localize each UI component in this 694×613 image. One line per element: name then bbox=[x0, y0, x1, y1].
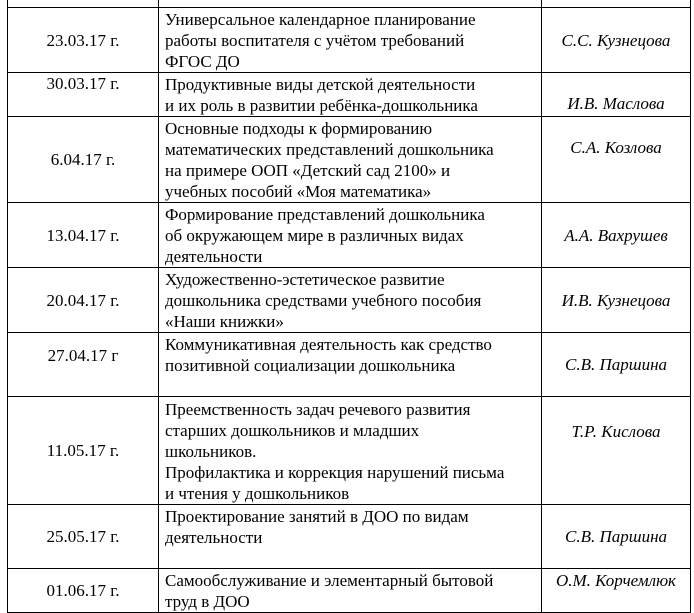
topic-cell: Проектирование занятий в ДОО по видам де… bbox=[158, 504, 542, 569]
author-cell: О.М. Корчемлюк bbox=[541, 568, 691, 613]
date-cell: 11.05.17 г. bbox=[7, 396, 159, 505]
table-row: 13.04.17 г. Формирование представлений д… bbox=[7, 202, 691, 268]
author-cell bbox=[541, 0, 691, 8]
table-row: 6.04.17 г. Основные подходы к формирован… bbox=[7, 116, 691, 203]
topic-cell: Универсальное календарное планирование р… bbox=[158, 7, 542, 73]
schedule-table: 23.03.17 г. Универсальное календарное пл… bbox=[7, 0, 691, 613]
topic-cell: Самообслуживание и элементарный бытовой … bbox=[158, 568, 542, 613]
date-cell: 30.03.17 г. bbox=[7, 72, 159, 117]
date-cell: 13.04.17 г. bbox=[7, 202, 159, 268]
table-row: 11.05.17 г. Преемственность задач речево… bbox=[7, 396, 691, 505]
date-cell: 27.04.17 г bbox=[7, 332, 159, 397]
topic-cell: Продуктивные виды детской деятельности и… bbox=[158, 72, 542, 117]
author-cell: С.А. Козлова bbox=[541, 116, 691, 203]
author-cell: С.В. Паршина bbox=[541, 504, 691, 569]
author-cell: С.В. Паршина bbox=[541, 332, 691, 397]
table-row-partial bbox=[7, 0, 691, 8]
topic-cell bbox=[158, 0, 542, 8]
table-row: 01.06.17 г. Самообслуживание и элементар… bbox=[7, 568, 691, 613]
topic-cell: Художественно-эстетическое развитие дошк… bbox=[158, 267, 542, 333]
table-row: 20.04.17 г. Художественно-эстетическое р… bbox=[7, 267, 691, 333]
date-cell: 23.03.17 г. bbox=[7, 7, 159, 73]
table-row: 25.05.17 г. Проектирование занятий в ДОО… bbox=[7, 504, 691, 569]
date-cell: 20.04.17 г. bbox=[7, 267, 159, 333]
author-cell: А.А. Вахрушев bbox=[541, 202, 691, 268]
date-cell bbox=[7, 0, 159, 8]
topic-cell: Коммуникативная деятельность как средств… bbox=[158, 332, 542, 397]
table-row: 27.04.17 г Коммуникативная деятельность … bbox=[7, 332, 691, 397]
topic-cell: Преемственность задач речевого развития … bbox=[158, 396, 542, 505]
date-cell: 25.05.17 г. bbox=[7, 504, 159, 569]
date-cell: 6.04.17 г. bbox=[7, 116, 159, 203]
author-cell: Т.Р. Кислова bbox=[541, 396, 691, 505]
topic-cell: Формирование представлений дошкольника о… bbox=[158, 202, 542, 268]
author-cell: И.В. Маслова bbox=[541, 72, 691, 117]
date-cell: 01.06.17 г. bbox=[7, 568, 159, 613]
topic-cell: Основные подходы к формированию математи… bbox=[158, 116, 542, 203]
author-cell: И.В. Кузнецова bbox=[541, 267, 691, 333]
author-cell: С.С. Кузнецова bbox=[541, 7, 691, 73]
table-row: 23.03.17 г. Универсальное календарное пл… bbox=[7, 7, 691, 73]
table-row: 30.03.17 г. Продуктивные виды детской де… bbox=[7, 72, 691, 117]
